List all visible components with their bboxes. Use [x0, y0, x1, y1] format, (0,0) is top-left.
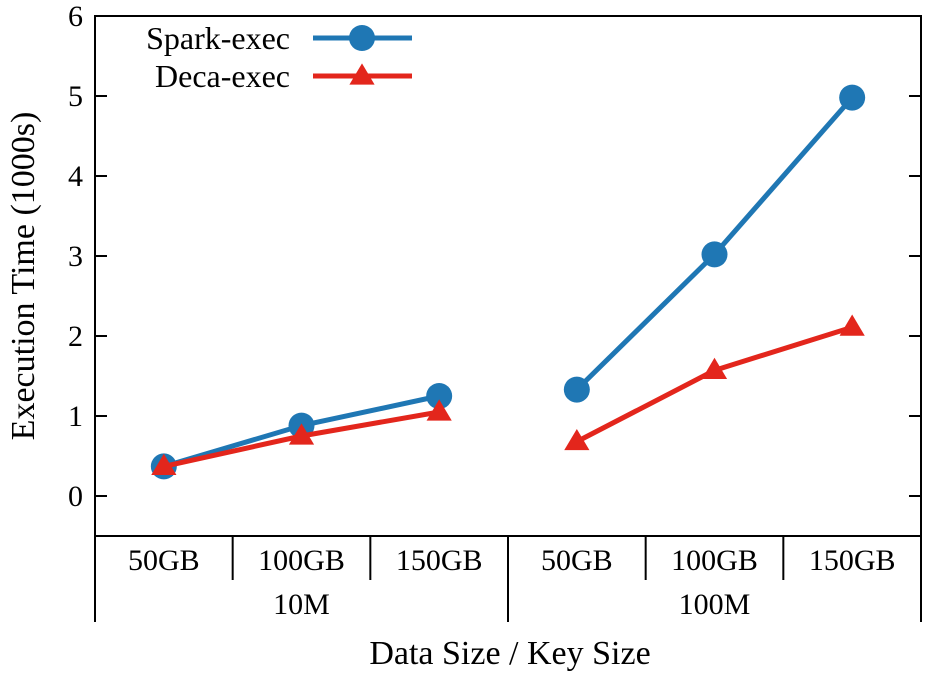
legend-marker-spark-exec: [349, 25, 375, 51]
series-spark-exec: [150, 84, 866, 480]
y-tick-label: 4: [68, 160, 83, 193]
legend-label: Spark-exec: [146, 20, 290, 56]
data-point-deca-exec: [426, 399, 452, 421]
x-category-label: 150GB: [396, 544, 483, 577]
series-line-deca-exec-100m: [575, 324, 853, 444]
y-tick-label: 1: [68, 400, 83, 433]
x-category-label: 100GB: [258, 544, 345, 577]
data-point-deca-exec: [151, 453, 177, 475]
series-deca-exec: [151, 314, 865, 475]
y-tick-label: 3: [68, 240, 83, 273]
data-point-deca-exec: [839, 314, 865, 336]
data-point-spark-exec: [701, 241, 728, 268]
data-point-spark-exec: [563, 376, 590, 403]
data-point-spark-exec: [839, 84, 866, 111]
x-group-label: 10M: [273, 588, 330, 621]
series-layer: [150, 84, 866, 480]
x-group-label: 100M: [679, 588, 751, 621]
data-point-deca-exec: [288, 423, 315, 445]
x-category-label: 150GB: [809, 544, 896, 577]
legend-label: Deca-exec: [155, 58, 290, 94]
legend-marker-deca-exec: [349, 63, 375, 85]
y-tick-label: 0: [68, 480, 83, 513]
data-point-deca-exec: [701, 357, 728, 379]
y-tick-label: 2: [68, 320, 83, 353]
data-point-deca-exec: [564, 428, 590, 451]
y-tick-label: 6: [68, 0, 83, 33]
data-point-spark-exec: [426, 383, 453, 409]
y-axis-label: Execution Time (1000s): [5, 112, 42, 441]
x-category-label: 50GB: [128, 544, 200, 577]
y-tick-label: 5: [68, 80, 83, 113]
x-category-label: 50GB: [541, 544, 613, 577]
plot-frame: [94, 15, 922, 537]
x-axis-label: Data Size / Key Size: [369, 635, 650, 672]
x-category-label: 100GB: [671, 544, 758, 577]
x-category-axis: 50GB 100GB 150GB 10M 50GB 100GB 150GB 100M: [94, 536, 922, 622]
